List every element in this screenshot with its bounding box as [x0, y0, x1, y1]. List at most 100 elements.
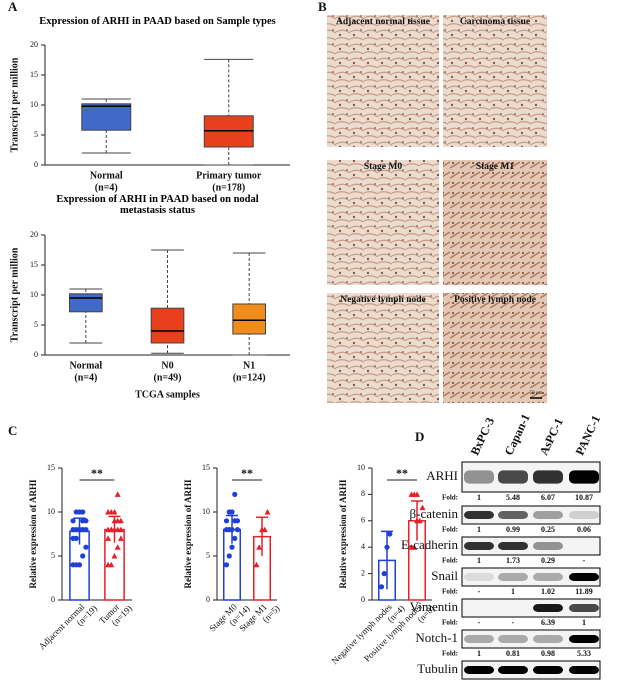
x-tick-label: Normal — [90, 170, 123, 181]
x-tick-label: (n=49) — [154, 372, 182, 383]
fold-label: Fold: — [442, 494, 458, 502]
data-point — [226, 553, 232, 559]
band — [533, 604, 563, 612]
y-tick-label: 8 — [361, 489, 365, 498]
data-point — [70, 518, 76, 524]
band — [569, 511, 599, 519]
histology-image — [327, 15, 439, 147]
data-point — [108, 561, 115, 568]
y-tick-label: 5 — [34, 320, 38, 329]
data-point — [117, 517, 124, 524]
panel-label: C — [8, 423, 17, 438]
image-label: Stage M1 — [476, 162, 515, 172]
protein-label: Notch-1 — [415, 630, 458, 645]
band — [569, 573, 599, 581]
blot-frame — [461, 536, 601, 556]
data-point — [384, 544, 390, 550]
protein-label: Vimentin — [410, 599, 459, 614]
histology-image — [327, 293, 439, 403]
blot-frame — [461, 598, 601, 618]
y-tick-label: 0 — [361, 595, 365, 604]
y-tick-label: 10 — [30, 100, 38, 109]
y-tick-label: 0 — [34, 160, 38, 169]
cell-line-label: PANC-1 — [573, 413, 604, 457]
band — [464, 666, 494, 674]
fold-value: - — [583, 556, 586, 565]
data-point — [117, 526, 124, 533]
data-point — [253, 561, 260, 568]
band — [464, 511, 494, 519]
fold-value: - — [478, 587, 481, 596]
data-point — [387, 531, 393, 537]
band — [464, 635, 494, 643]
panel-label: B — [318, 0, 327, 14]
y-tick-label: 10 — [202, 507, 210, 516]
x-tick-label: Tumor(n=19) — [97, 596, 134, 633]
x-tick-label: Adjacent normal(n=19) — [37, 596, 99, 658]
data-point — [223, 562, 230, 568]
image-label: Positive lymph node — [454, 295, 536, 305]
x-tick-label: (n=4) — [95, 182, 118, 193]
fold-value: 5.33 — [577, 649, 591, 658]
band — [569, 635, 599, 643]
band — [498, 511, 528, 519]
y-tick-label: 10 — [47, 507, 55, 516]
fold-value: - — [512, 618, 515, 627]
fold-value: 6.39 — [541, 618, 555, 627]
fold-value: 0.06 — [577, 525, 591, 534]
band — [533, 470, 563, 484]
data-point — [105, 535, 112, 541]
fold-value: 11.89 — [575, 587, 593, 596]
y-tick-label: 4 — [361, 542, 365, 551]
fold-value: 5.48 — [506, 493, 520, 502]
data-point — [234, 518, 241, 524]
image-label: Negative lymph node — [340, 295, 426, 305]
data-point — [111, 553, 118, 559]
data-point — [83, 544, 89, 550]
cell-line-label: AsPC-1 — [537, 416, 566, 458]
data-point — [108, 526, 115, 533]
fold-value: 0.25 — [541, 525, 555, 534]
data-point — [114, 491, 121, 497]
chart-title: Expression of ARHI in PAAD based on noda… — [56, 194, 259, 216]
fold-value: 1 — [477, 649, 481, 658]
y-tick-label: 2 — [361, 568, 365, 577]
x-tick-label: Normal — [69, 360, 102, 371]
image-label: Adjacent normal tissue — [336, 17, 430, 27]
y-axis-label: Relative expression of ARHI — [338, 479, 348, 589]
y-axis-label: Transcript per million — [9, 57, 20, 152]
title-box: Expression of ARHI in PAAD based on Samp… — [39, 16, 275, 27]
image-label: Carcinoma tissue — [460, 17, 530, 27]
data-point — [80, 553, 86, 559]
significance: ** — [91, 466, 103, 480]
fold-value: 1 — [582, 618, 586, 627]
y-tick-label: 5 — [51, 551, 55, 560]
fold-value: 1 — [511, 587, 515, 596]
box — [81, 103, 132, 131]
band — [464, 542, 494, 550]
blot-frame — [461, 629, 601, 649]
band — [533, 635, 563, 643]
image-label: Stage M0 — [364, 162, 403, 172]
y-tick-label: 0 — [206, 595, 210, 604]
y-tick-label: 20 — [30, 230, 38, 239]
fold-value: 6.07 — [541, 493, 555, 502]
data-point — [111, 509, 118, 515]
y-tick-label: 10 — [30, 290, 38, 299]
fold-value: 0.98 — [541, 649, 555, 658]
y-tick-label: 0 — [51, 595, 55, 604]
band — [498, 470, 528, 484]
data-point — [264, 509, 271, 515]
scale-bar-label: 50 μm — [530, 391, 543, 396]
fold-label: Fold: — [442, 619, 458, 627]
y-tick-label: 15 — [47, 463, 55, 472]
data-point — [114, 544, 121, 550]
x-tick-label: N0 — [161, 360, 173, 371]
cell-line-label: Capan-1 — [502, 412, 533, 458]
title-box: Expression of ARHI in PAAD based on noda… — [56, 194, 259, 216]
y-axis-label: Relative expression of ARHI — [28, 479, 38, 589]
x-tick-label: N1 — [243, 360, 255, 371]
fold-value: 1 — [477, 493, 481, 502]
